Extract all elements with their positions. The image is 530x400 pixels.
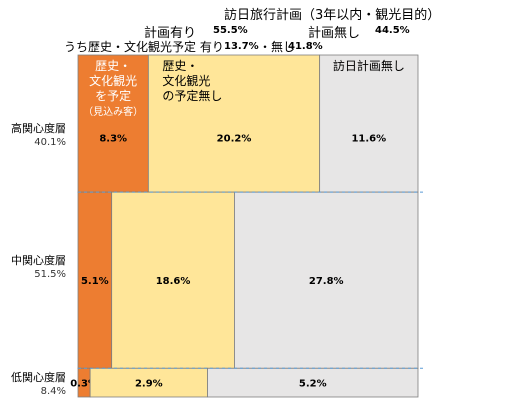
row-label-mid: 中関心度層 51.5% — [11, 254, 66, 282]
history-sep-label: ・無し — [259, 40, 296, 54]
row-label-mid-name: 中関心度層 — [11, 254, 66, 267]
cell-high-history-planned — [77, 54, 149, 193]
plan-no-label: 計画無し — [308, 26, 361, 41]
chart-title: 訪日旅行計画（3年以内・観光目的） — [224, 8, 441, 23]
value-label-low-history-unplanned: 2.9% — [135, 379, 163, 390]
history-line-label: うち歴史・文化観光予定 有り — [64, 40, 224, 54]
row-label-low-name: 低関心度層 — [11, 371, 66, 384]
column-header-history-planned-line-2: 文化観光 — [89, 73, 137, 88]
value-label-high-history-unplanned: 20.2% — [217, 133, 252, 144]
history-no-value: 41.8% — [288, 41, 323, 52]
row-label-low-share: 8.4% — [40, 386, 66, 397]
cell-mid-history-planned — [77, 191, 113, 369]
value-label-mid-history-unplanned: 18.6% — [156, 276, 191, 287]
row-label-high-name: 高関心度層 — [11, 122, 66, 135]
column-header-history-planned-line-1: 歴史・ — [95, 59, 131, 73]
column-header-history-planned-line-4: （見込み客） — [83, 105, 143, 118]
value-label-high-no-plan: 11.6% — [351, 133, 386, 144]
value-label-mid-no-plan: 27.8% — [309, 276, 344, 287]
cell-mid-no-plan — [234, 191, 419, 369]
column-header-history-unplanned-line-2: 文化観光 — [162, 73, 210, 88]
cell-high-no-plan — [319, 54, 419, 193]
row-label-low: 低関心度層 8.4% — [11, 371, 66, 399]
plan-yes-label: 計画有り — [144, 26, 197, 41]
row-label-mid-share: 51.5% — [34, 269, 66, 280]
row-label-high: 高関心度層 40.1% — [11, 122, 66, 150]
column-header-no-plan-line-1: 訪日計画無し — [333, 58, 405, 73]
value-label-high-history-planned: 8.3% — [99, 133, 127, 144]
plan-no-value: 44.5% — [375, 25, 410, 36]
cell-mid-history-unplanned — [111, 191, 235, 369]
column-header-history-unplanned-line-3: の予定無し — [162, 88, 222, 103]
row-label-high-share: 40.1% — [34, 137, 66, 148]
cell-low-no-plan — [207, 367, 419, 398]
value-label-low-no-plan: 5.2% — [299, 379, 327, 390]
history-yes-value: 13.7% — [224, 41, 259, 52]
plan-yes-value: 55.5% — [213, 25, 248, 36]
column-header-history-planned-line-3: を予定 — [95, 88, 131, 103]
cell-low-history-unplanned — [89, 367, 208, 398]
value-label-low-history-planned: 0.3% — [70, 379, 98, 390]
cell-high-history-unplanned — [147, 54, 321, 193]
column-header-history-unplanned-line-1: 歴史・ — [162, 59, 198, 73]
value-label-mid-history-planned: 5.1% — [81, 276, 109, 287]
